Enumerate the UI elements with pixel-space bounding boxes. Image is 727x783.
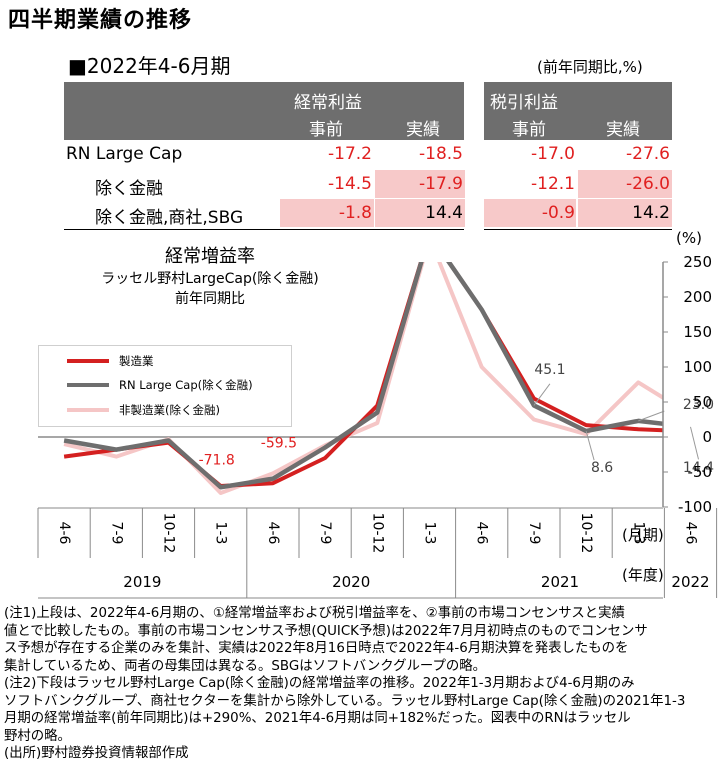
- table-header-right: 税引利益 事前 実績: [484, 82, 672, 140]
- legend-label-non-manufacturing: 非製造業(除く金融): [119, 403, 220, 417]
- y-tick-label: 200: [683, 288, 712, 306]
- note-line: ソフトバンクグループ、商社セクターを集計から除外している。ラッセル野村Large…: [4, 693, 686, 709]
- row-label-rn-large-cap: RN Large Cap: [66, 144, 183, 164]
- cell-r1-c4: -27.6: [626, 144, 670, 164]
- cell-r2-c1: -14.5: [328, 174, 372, 194]
- subheader-actual-1: 実績: [406, 120, 440, 140]
- y-tick-label: 0: [702, 428, 712, 446]
- table-bottom-rule-right: [484, 229, 672, 230]
- x-tick-label: 10-12: [161, 513, 177, 554]
- cell-r3-c1: -1.8: [338, 203, 372, 223]
- cell-r1-c2: -18.5: [419, 144, 463, 164]
- cell-r3-c4: 14.2: [632, 203, 670, 223]
- cell-r2-c2: -17.9: [419, 174, 463, 194]
- year-axis-label: (年度): [622, 566, 664, 584]
- x-tick-label: 7-9: [317, 522, 333, 545]
- data-label: 8.6: [591, 460, 613, 476]
- note-line: (出所)野村證券投資情報部作成: [4, 746, 189, 761]
- year-label: 2021: [541, 573, 579, 591]
- cell-r3-c3: -0.9: [541, 203, 575, 223]
- cell-r3-c4-bg: [578, 199, 672, 227]
- year-label: 2019: [123, 573, 161, 591]
- x-tick-label: 7-9: [108, 522, 124, 545]
- row-label-ex-fin-trading-sbg: 除く金融,商社,SBG: [95, 208, 244, 228]
- x-tick-label: 4-6: [474, 522, 490, 545]
- subheader-actual-2: 実績: [606, 120, 640, 140]
- cell-r3-c1-bg: [280, 199, 374, 227]
- legend-swatch-manufacturing: [67, 359, 109, 363]
- x-tick-label: 1-3: [213, 522, 229, 545]
- note-line: 野村の略。: [4, 728, 71, 744]
- data-label-leader: [690, 426, 699, 460]
- x-tick-label: 1-3: [422, 522, 438, 545]
- y-tick-label: -100: [678, 498, 712, 516]
- cell-r2-c2-bg: [375, 170, 465, 198]
- note-line: 月期の経常増益率(前年同期比)は+290%、2021年4-6月期は同+182%だ…: [4, 711, 631, 726]
- group-header-ordinary: 経常利益: [294, 93, 362, 113]
- table-header-left: 経常利益 事前 実績: [64, 82, 464, 140]
- x-tick-label: 10-12: [578, 513, 594, 554]
- x-tick-label: 7-9: [526, 522, 542, 545]
- group-header-net: 税引利益: [490, 93, 558, 113]
- note-line: (注2)下段はラッセル野村Large Cap(除く金融)の経常増益率の推移。20…: [4, 676, 635, 691]
- unit-note: (前年同期比,%): [537, 58, 643, 76]
- x-axis-label: (月期): [622, 526, 664, 544]
- y-tick-label: 250: [683, 253, 712, 271]
- y-unit-label: (%): [676, 229, 702, 247]
- cell-r2-c3: -12.1: [531, 174, 575, 194]
- table-bottom-rule: [64, 229, 464, 230]
- y-tick-label: 50: [693, 393, 712, 411]
- data-label: 14.4: [683, 460, 714, 476]
- x-tick-label: 4-6: [265, 522, 281, 545]
- data-label-leader: [638, 410, 665, 422]
- note-line: (注1)上段は、2022年4-6月期の、①経常増益率および税引増益率を、②事前の…: [4, 606, 625, 621]
- subheader-forecast-1: 事前: [309, 120, 343, 140]
- data-label-leader: [585, 430, 595, 461]
- note-line: 集計しているため、両者の母集団は異なる。SBGはソフトバンクグループの略。: [4, 658, 487, 674]
- cell-r1-c3: -17.0: [531, 144, 575, 164]
- legend-label-rn-large-cap: RN Large Cap(除く金融): [119, 378, 253, 392]
- y-tick-label: 100: [683, 358, 712, 376]
- subheader-forecast-2: 事前: [512, 120, 546, 140]
- chart-subtitle-1: ラッセル野村LargeCap(除く金融): [101, 271, 319, 287]
- cell-r2-c4-bg: [578, 170, 672, 198]
- legend-swatch-non-manufacturing: [67, 408, 109, 412]
- chart-title: 経常増益率: [165, 246, 255, 267]
- x-tick-label: 1-3: [630, 522, 646, 545]
- footnotes: (注1)上段は、2022年4-6月期の、①経常増益率および税引増益率を、②事前の…: [4, 605, 726, 763]
- cell-r3-c2-bg: [375, 199, 465, 227]
- page-title: 四半期業績の推移: [8, 8, 193, 33]
- x-tick-label: 4-6: [56, 522, 72, 545]
- chart-subtitle-2: 前年同期比: [175, 291, 245, 307]
- legend-item-manufacturing: 製造業: [67, 352, 287, 370]
- x-tick-label: 10-12: [369, 513, 385, 554]
- data-label: 45.1: [534, 362, 565, 378]
- data-label-leader: [533, 383, 551, 406]
- legend-label-manufacturing: 製造業: [119, 354, 154, 368]
- y-tick-label: -50: [688, 463, 713, 481]
- legend-item-rn-large-cap: RN Large Cap(除く金融): [67, 376, 287, 394]
- legend-item-non-manufacturing: 非製造業(除く金融): [67, 401, 287, 419]
- cell-r2-c4: -26.0: [626, 174, 670, 194]
- note-line: 値とで比較したもの。事前の市場コンセンサス予想(QUICK予想)は2022年7月…: [4, 623, 648, 639]
- cell-r3-c3-bg: [484, 199, 576, 227]
- year-label: 2020: [332, 573, 370, 591]
- x-tick-label: 4-6: [683, 522, 699, 545]
- chart-legend: 製造業 RN Large Cap(除く金融) 非製造業(除く金融): [38, 345, 292, 427]
- cell-r3-c2: 14.4: [425, 203, 463, 223]
- data-label: -59.5: [261, 436, 297, 452]
- data-label: 23.0: [683, 397, 714, 413]
- y-tick-label: 150: [683, 323, 712, 341]
- line-chart: -71.8 -59.5 45.1 8.6 23.0 14.4 -100 -50 0 50 100 1…: [37, 229, 718, 599]
- note-line: ス予想が存在する企業のみを集計、実績は2022年8月16日時点で2022年4-6…: [4, 641, 629, 656]
- year-label: 2022: [671, 573, 709, 591]
- legend-swatch-rn-large-cap: [67, 383, 109, 387]
- period-label: ■2022年4-6月期: [68, 54, 231, 78]
- row-label-ex-financials: 除く金融: [95, 179, 163, 199]
- data-label: -71.8: [199, 452, 235, 468]
- cell-r1-c1: -17.2: [328, 144, 372, 164]
